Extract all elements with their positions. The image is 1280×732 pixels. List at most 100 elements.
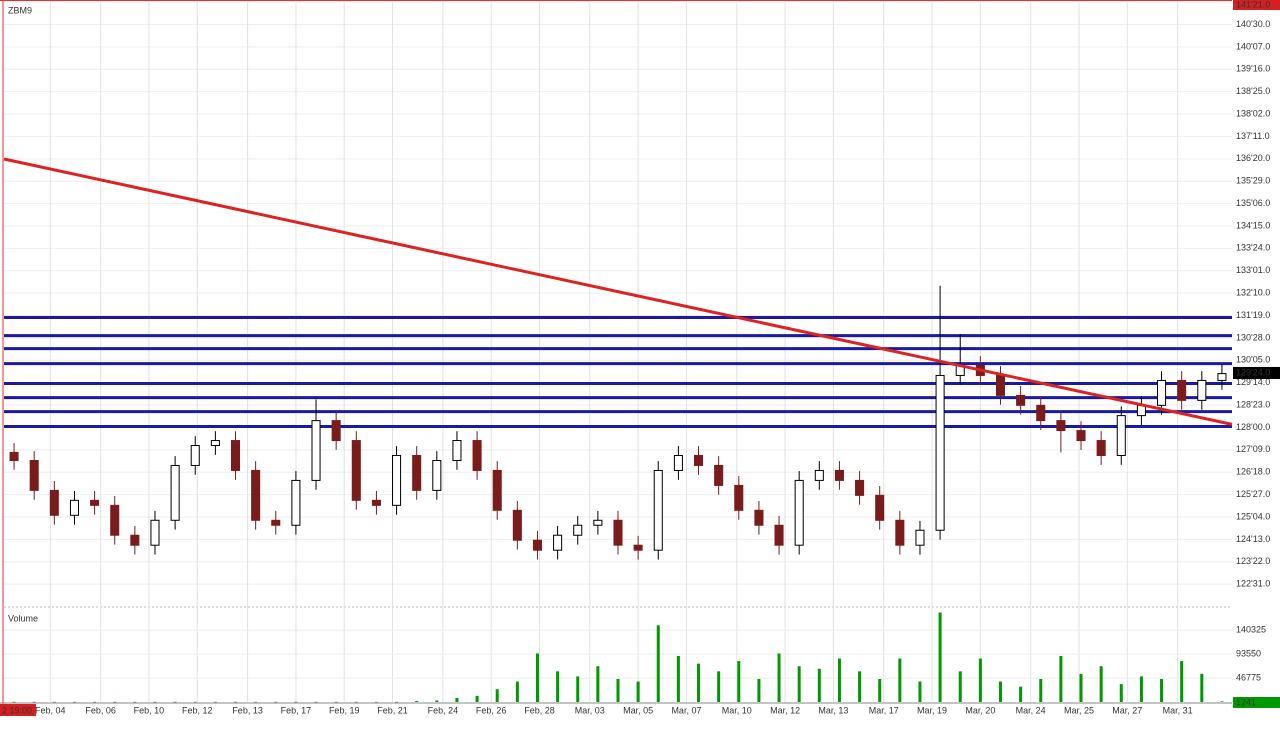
volume-bar [1180,661,1184,702]
volume-bar [334,701,338,703]
x-tick-label: Feb, 28 [524,705,555,715]
x-tick-label: Mar, 24 [1016,705,1046,715]
y-tick-label: 130'05.0 [1236,355,1270,365]
volume-bar [898,658,902,702]
candle-body [714,464,724,486]
x-tick-label: Mar, 12 [770,705,800,715]
x-tick-label: Feb, 10 [134,705,165,715]
candle-body [170,464,180,521]
candle-body [673,454,683,471]
volume-bar [717,671,721,702]
y-tick-label: 138'25.0 [1236,86,1270,96]
y-tick-label: 130'28.0 [1236,332,1270,342]
x-tick-label: Feb, 24 [428,705,459,715]
volume-bar [52,701,56,703]
volume-bar [234,701,238,703]
y-tick-label: 133'01.0 [1236,265,1270,275]
candle-body [452,440,462,461]
volume-bar [274,701,278,703]
candle-body [1116,415,1126,456]
candle-body [371,499,381,506]
volume-bar [1019,686,1023,702]
candle-body [130,534,140,546]
x-tick-label: Mar, 27 [1112,705,1142,715]
volume-bar [676,656,680,702]
y-tick-label: 140325 [1236,625,1266,635]
candle-body [573,524,583,536]
last-price-label: 129'24.0 [1236,367,1270,377]
volume-bar [113,701,117,703]
candle-body [472,440,482,471]
candle-body [613,519,623,546]
x-tick-label: Mar, 05 [623,705,653,715]
y-tick-label: 125'27.0 [1236,489,1270,499]
candle-body [29,459,39,491]
candle-body [915,529,925,546]
volume-bar [757,679,761,702]
y-tick-label: 131'19.0 [1236,310,1270,320]
volume-bar [636,681,640,702]
y-tick-label: 135'29.0 [1236,176,1270,186]
volume-bar [837,658,841,702]
volume-bar [72,701,76,703]
volume-bar [817,668,821,702]
candle-body [814,469,824,481]
top-price-box [1233,0,1280,10]
volume-bar [737,661,741,702]
candle-body [331,420,341,442]
candle-body [311,420,321,481]
y-tick-label: 46775 [1236,672,1261,682]
x-tick-label: Feb, 06 [85,705,116,715]
candle-body [150,519,160,546]
volume-bar [938,612,942,702]
candle-body [774,524,784,546]
volume-bar [978,658,982,702]
candle-body [693,454,704,466]
x-tick-label: Feb, 21 [377,705,408,715]
y-tick-label: 133'24.0 [1236,243,1270,253]
x-tick-label: Mar, 31 [1163,705,1193,715]
volume-bar [616,679,620,702]
trendline [3,157,1233,426]
volume-title: Volume [8,613,38,623]
volume-bar [697,663,701,702]
candle-body [351,440,361,501]
x-tick-label: Mar, 25 [1064,705,1094,715]
volume-bar [455,697,459,702]
y-tick-label: 137'11.0 [1236,131,1270,141]
volume-bar [395,701,399,703]
y-tick-label: 125'04.0 [1236,511,1270,521]
volume-bar [173,701,177,703]
candle-body [1177,379,1187,401]
candle-body [291,479,301,526]
y-tick-label: 128'00.0 [1236,422,1270,432]
candle-body [1016,394,1026,406]
candle-body [432,459,442,491]
x-tick-label: Mar, 20 [965,705,995,715]
volume-bar [93,701,97,703]
volume-bar [415,700,419,702]
x-tick-label: Mar, 07 [671,705,701,715]
volume-bar [1139,676,1143,702]
y-tick-label: 138'02.0 [1236,108,1270,118]
x-tick-label: Feb, 17 [281,705,312,715]
candle-body [392,454,402,506]
x-tick-label: Feb, 04 [35,705,66,715]
volume-bar [858,671,862,702]
volume-bar [1059,656,1063,702]
y-tick-label: 141'21.0 [1236,0,1270,9]
volume-bar [153,701,157,703]
candle-body [532,539,543,551]
last-volume-box [1233,697,1280,708]
volume-bar [1160,679,1164,702]
candle-body [995,374,1006,396]
y-tick-label: 136'20.0 [1236,153,1270,163]
candle-body [9,451,19,461]
volume-bar [314,701,318,703]
symbol: ZBM9 [8,5,32,15]
candle-body [653,469,663,551]
volume-bar [656,625,660,702]
y-tick-label: 127'09.0 [1236,444,1270,454]
x-tick-label: Feb, 13 [232,705,263,715]
